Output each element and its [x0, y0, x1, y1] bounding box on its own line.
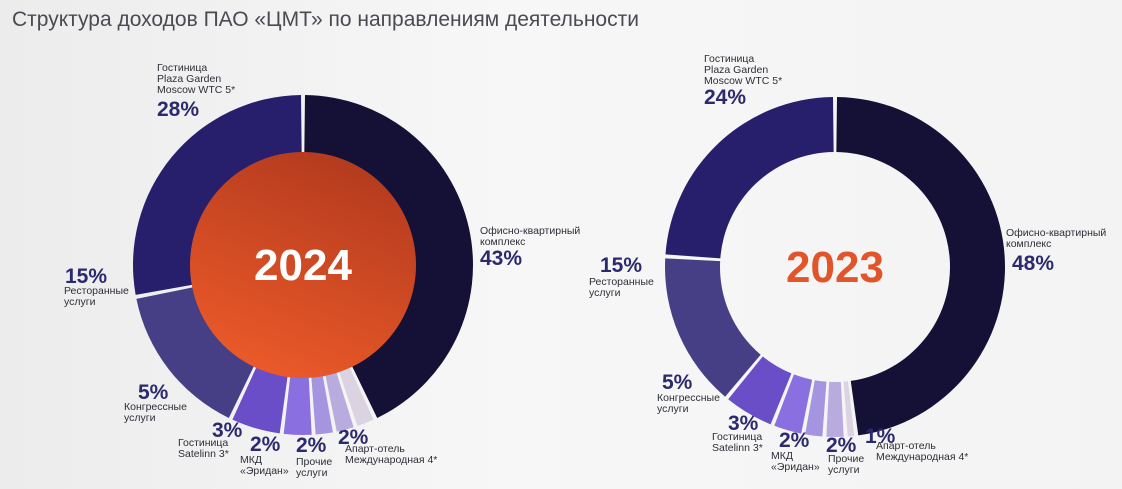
slice-percent-apart: 2% — [338, 426, 369, 449]
donut-slice-other — [324, 370, 354, 432]
slice-label-apart: Апарт-отель Международная 4*1% — [865, 425, 968, 463]
slice-percent-hotel_plaza: 28% — [157, 98, 199, 121]
slice-name-satelinn: Гостиница Satelinn 3* — [712, 431, 763, 454]
donut-slice-eridan — [311, 373, 333, 435]
slice-name-apart: Апарт-отель Международная 4* — [345, 443, 437, 466]
slice-name-satelinn: Гостиница Satelinn 3* — [178, 437, 229, 460]
slice-percent-satelinn: 3% — [212, 419, 243, 442]
donut-slice-restaurant — [665, 258, 761, 397]
donut-slice-restaurant — [136, 286, 255, 418]
slice-percent-restaurant: 15% — [65, 265, 107, 288]
slice-percent-hotel_plaza: 24% — [704, 86, 746, 109]
slice-percent-congress: 5% — [138, 381, 169, 404]
slice-percent-office: 48% — [1012, 252, 1054, 275]
slice-label-hotel_plaza: Гостиница Plaza Garden Moscow WTC 5*24% — [704, 53, 782, 109]
slice-name-office: Офисно-квартирный комплекс — [480, 225, 580, 248]
donut-slice-apart — [843, 381, 855, 437]
slice-percent-eridan: 2% — [250, 433, 281, 456]
slice-name-eridan: МКД «Эридан» — [240, 454, 289, 477]
slice-name-congress: Конгрессные услуги — [657, 392, 720, 415]
slice-name-hotel_plaza: Гостиница Plaza Garden Moscow WTC 5* — [157, 62, 235, 96]
donut-slice-satelinn — [774, 374, 813, 434]
slice-name-other: Прочие услуги — [828, 453, 864, 476]
year-label-2023: 2023 — [786, 243, 884, 292]
slice-name-hotel_plaza: Гостиница Plaza Garden Moscow WTC 5* — [704, 53, 782, 87]
slice-label-satelinn: Гостиница Satelinn 3*3% — [178, 419, 243, 460]
donut-slice-congress — [232, 365, 288, 434]
slice-label-satelinn: Гостиница Satelinn 3*3% — [712, 412, 763, 454]
slice-name-other: Прочие услуги — [296, 456, 332, 479]
donut-slice-office — [304, 95, 474, 418]
slice-name-restaurant: Ресторанные услуги — [589, 276, 654, 299]
slice-percent-other: 2% — [296, 434, 327, 457]
slice-name-office: Офисно-квартирный комплекс — [1006, 227, 1106, 250]
donut-slice-office — [836, 97, 1005, 436]
slice-label-hotel_plaza: Гостиница Plaza Garden Moscow WTC 5*28% — [157, 62, 235, 121]
slice-label-eridan: МКД «Эридан»2% — [771, 429, 820, 473]
donut-slice-congress — [728, 356, 792, 425]
slice-percent-congress: 5% — [662, 371, 693, 394]
slice-percent-other: 2% — [826, 434, 857, 457]
slice-name-apart: Апарт-отель Международная 4* — [876, 440, 968, 463]
center-disc — [190, 152, 416, 378]
slice-percent-satelinn: 3% — [728, 412, 759, 435]
page-title: Структура доходов ПАО «ЦМТ» по направлен… — [12, 8, 639, 31]
slice-label-apart: Апарт-отель Международная 4*2% — [338, 426, 437, 466]
slice-percent-eridan: 2% — [779, 429, 810, 452]
slice-percent-apart: 1% — [865, 425, 896, 448]
donut-slice-apart — [338, 365, 374, 427]
donut-slice-satelinn — [283, 374, 312, 436]
slice-name-eridan: МКД «Эридан» — [771, 450, 820, 473]
slice-name-restaurant: Ресторанные услуги — [64, 285, 129, 308]
donut-slice-other — [826, 381, 844, 437]
year-label-2024: 2024 — [254, 241, 352, 290]
donut-slice-eridan — [805, 380, 827, 437]
slice-percent-office: 43% — [480, 247, 522, 270]
slice-label-eridan: МКД «Эридан»2% — [240, 433, 289, 477]
donut-slice-hotel_plaza — [665, 97, 834, 259]
slice-percent-restaurant: 15% — [600, 254, 642, 277]
slice-name-congress: Конгрессные услуги — [124, 401, 187, 424]
